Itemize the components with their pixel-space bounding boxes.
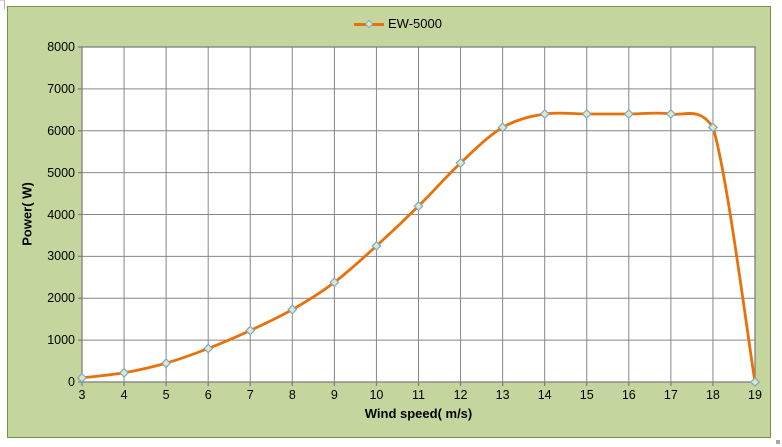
data-point-marker[interactable] — [497, 122, 508, 133]
data-point-marker[interactable] — [455, 157, 466, 169]
x-tick-label: 18 — [705, 388, 720, 402]
data-point-marker[interactable] — [413, 201, 424, 212]
x-tick-label: 9 — [330, 388, 338, 402]
y-tick-label: 1000 — [47, 333, 75, 348]
x-tick-label: 7 — [246, 388, 254, 402]
data-point-marker[interactable] — [245, 325, 256, 336]
x-tick-label: 13 — [495, 388, 510, 402]
data-point-marker[interactable] — [119, 367, 130, 378]
x-tick-label: 4 — [120, 388, 128, 402]
y-tick-label: 0 — [68, 375, 75, 389]
data-point-marker[interactable] — [371, 240, 382, 251]
x-tick-label: 14 — [537, 388, 552, 402]
y-tick-label: 4000 — [47, 207, 75, 222]
data-point-marker[interactable] — [581, 108, 592, 120]
selection-handle — [776, 440, 780, 444]
data-point-marker[interactable] — [329, 277, 340, 288]
y-tick-label: 6000 — [47, 123, 75, 138]
spreadsheet-cell-lines — [0, 0, 5, 9]
data-point-marker[interactable] — [665, 108, 676, 120]
y-tick-label: 5000 — [47, 165, 75, 180]
x-tick-label: 19 — [748, 388, 762, 402]
x-tick-label: 12 — [453, 388, 468, 402]
x-tick-label: 17 — [663, 388, 678, 402]
y-tick-label: 8000 — [47, 40, 75, 54]
data-point-marker[interactable] — [287, 304, 298, 315]
data-point-marker[interactable] — [76, 372, 88, 383]
y-tick-label: 7000 — [47, 81, 75, 96]
y-tick-label: 2000 — [47, 291, 75, 306]
x-tick-label: 6 — [204, 388, 212, 402]
data-point-marker[interactable] — [623, 108, 634, 120]
data-point-marker[interactable] — [161, 358, 172, 369]
legend-label: EW-5000 — [388, 16, 442, 31]
legend-line-sample — [354, 19, 385, 29]
x-tick-label: 8 — [288, 388, 296, 402]
x-tick-label: 3 — [78, 388, 86, 402]
y-tick-label: 3000 — [47, 249, 75, 264]
legend[interactable]: EW-5000 — [354, 15, 442, 33]
x-tick-label: 10 — [369, 388, 384, 402]
plot-svg[interactable] — [8, 7, 772, 439]
data-point-marker[interactable] — [539, 108, 550, 120]
data-point-marker[interactable] — [203, 343, 214, 354]
x-tick-label: 15 — [579, 388, 594, 402]
chart-area[interactable]: EW-5000 Power( W) Wind speed( m/s) 0 1000… — [7, 6, 771, 438]
data-point-marker[interactable] — [749, 376, 761, 388]
legend-diamond-marker-icon — [364, 19, 374, 29]
x-tick-label: 5 — [162, 388, 170, 402]
x-tick-label: 11 — [412, 388, 425, 402]
data-point-marker[interactable] — [707, 122, 718, 133]
x-tick-label: 16 — [621, 388, 636, 402]
x-axis-title: Wind speed( m/s) — [364, 406, 473, 421]
